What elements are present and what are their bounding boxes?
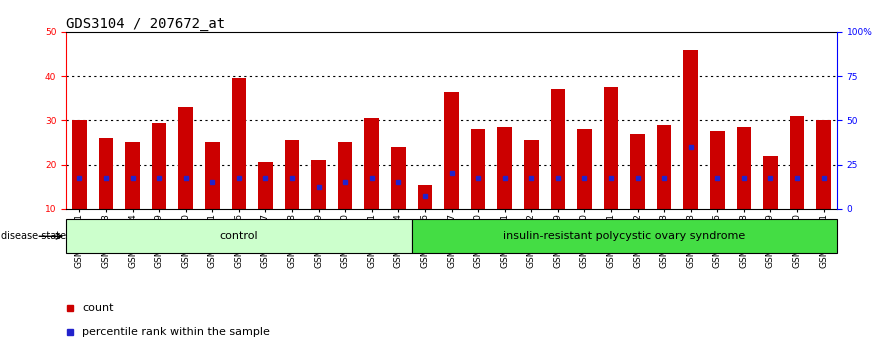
Bar	[72, 120, 86, 209]
Bar	[152, 122, 167, 209]
Text: insulin-resistant polycystic ovary syndrome: insulin-resistant polycystic ovary syndr…	[503, 231, 745, 241]
Bar	[524, 140, 538, 209]
Bar	[178, 107, 193, 209]
Bar	[789, 116, 804, 209]
Bar	[365, 118, 379, 209]
Bar	[577, 129, 592, 209]
Bar	[285, 140, 300, 209]
Bar	[737, 127, 751, 209]
Bar	[205, 143, 219, 209]
Bar	[125, 143, 140, 209]
Text: percentile rank within the sample: percentile rank within the sample	[82, 327, 270, 337]
Bar	[763, 156, 778, 209]
Bar	[498, 127, 512, 209]
Bar	[630, 134, 645, 209]
Bar	[391, 147, 405, 209]
Bar	[411, 219, 837, 253]
Bar	[258, 162, 273, 209]
Bar	[338, 143, 352, 209]
Bar	[311, 160, 326, 209]
Bar	[657, 125, 671, 209]
Bar	[470, 129, 485, 209]
Bar	[99, 138, 114, 209]
Text: GDS3104 / 207672_at: GDS3104 / 207672_at	[66, 17, 226, 31]
Bar	[817, 120, 831, 209]
Text: control: control	[219, 231, 258, 241]
Bar	[684, 50, 698, 209]
Bar	[66, 219, 411, 253]
Text: count: count	[82, 303, 114, 313]
Bar	[551, 89, 565, 209]
Text: disease state: disease state	[1, 231, 66, 241]
Bar	[418, 184, 433, 209]
Bar	[232, 78, 246, 209]
Bar	[444, 92, 459, 209]
Bar	[710, 131, 725, 209]
Bar	[603, 87, 618, 209]
